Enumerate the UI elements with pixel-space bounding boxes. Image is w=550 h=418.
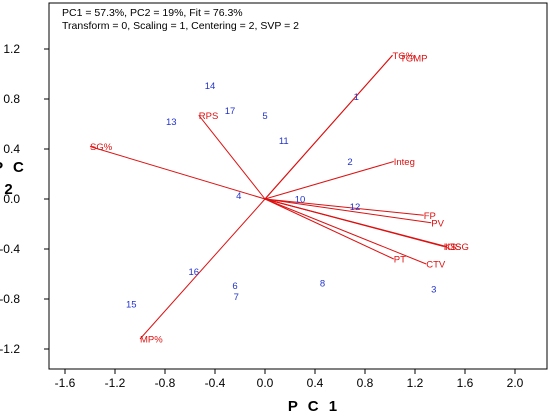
variable-vector bbox=[264, 198, 447, 247]
x-tick-label: -1.6 bbox=[55, 376, 76, 390]
variable-label: CTV bbox=[426, 260, 446, 271]
variable-label: PV bbox=[431, 218, 444, 229]
variable-vector bbox=[139, 198, 266, 340]
variable-vector bbox=[264, 198, 424, 216]
x-tick-label: 2.0 bbox=[507, 376, 524, 390]
variable-vector bbox=[198, 114, 266, 200]
observation-label: 17 bbox=[225, 106, 236, 117]
observation-label: 4 bbox=[236, 191, 241, 202]
x-tick-label: 1.6 bbox=[457, 376, 474, 390]
y-tick-label: 0.0 bbox=[3, 192, 20, 206]
y-tick-label: 1.2 bbox=[3, 42, 20, 56]
x-tick-label: 0.4 bbox=[307, 376, 324, 390]
variable-label: TGMP bbox=[400, 53, 427, 64]
x-tick-label: -0.4 bbox=[205, 376, 226, 390]
y-tick-label: 0.8 bbox=[3, 92, 20, 106]
variable-label: IGS bbox=[445, 242, 461, 253]
observation-label: 15 bbox=[126, 300, 137, 311]
observation-label: 7 bbox=[234, 292, 239, 303]
variable-label: ISG bbox=[453, 242, 469, 253]
x-tick-label: -0.8 bbox=[155, 376, 176, 390]
variable-label: Integ bbox=[394, 157, 415, 168]
observation-label: 10 bbox=[295, 195, 306, 206]
info-line-2: Transform = 0, Scaling = 1, Centering = … bbox=[62, 20, 299, 32]
y-axis-title: P C 2 bbox=[0, 159, 27, 198]
y-axis-title-line: P C bbox=[0, 159, 27, 176]
observation-label: 1 bbox=[354, 92, 359, 103]
x-tick-label: 1.2 bbox=[407, 376, 424, 390]
variable-label: MP% bbox=[140, 335, 163, 346]
observation-label: 13 bbox=[166, 117, 177, 128]
info-line-1: PC1 = 57.3%, PC2 = 19%, Fit = 76.3% bbox=[62, 7, 243, 19]
y-tick-label: -0.4 bbox=[0, 242, 20, 256]
x-axis: -1.6 -1.2 -0.8 -0.4 0.0 0.4 0.8 1.2 1.6 2.0 bbox=[55, 369, 524, 390]
variable-vector bbox=[89, 146, 266, 200]
variable-vector bbox=[264, 198, 432, 224]
variable-label: FP bbox=[424, 211, 436, 222]
observation-label: 14 bbox=[205, 81, 216, 92]
plot-frame bbox=[48, 2, 548, 370]
observation-label: 3 bbox=[431, 285, 436, 296]
y-axis-title-line: 2 bbox=[4, 181, 15, 198]
observation-label: 2 bbox=[347, 157, 352, 168]
y-tick-label: -1.2 bbox=[0, 342, 20, 356]
variable-vector bbox=[264, 54, 393, 200]
y-tick-label: -0.8 bbox=[0, 292, 20, 306]
observation-label: 5 bbox=[262, 111, 267, 122]
variable-vector bbox=[264, 198, 394, 260]
observation-label: 6 bbox=[232, 281, 237, 292]
observation-label: 8 bbox=[320, 278, 325, 289]
variable-label: RPS bbox=[199, 111, 219, 122]
variable-label: TG% bbox=[393, 51, 415, 62]
x-tick-label: 0.8 bbox=[357, 376, 374, 390]
observation-label: 16 bbox=[188, 267, 199, 278]
variable-vector bbox=[264, 198, 427, 265]
variable-vector bbox=[264, 161, 394, 200]
variable-label: KS bbox=[444, 242, 457, 253]
x-tick-label: 0.0 bbox=[257, 376, 274, 390]
observation-label: 11 bbox=[279, 136, 289, 147]
variable-label: PT bbox=[394, 255, 406, 266]
observation-label: 12 bbox=[350, 202, 361, 213]
x-axis-title: P C 1 bbox=[288, 398, 340, 415]
y-axis: 1.2 0.8 0.4 0.0 -0.4 -0.8 -1.2 bbox=[0, 42, 49, 356]
y-tick-label: 0.4 bbox=[3, 142, 20, 156]
x-tick-label: -1.2 bbox=[105, 376, 126, 390]
variable-label: SG% bbox=[90, 142, 113, 153]
